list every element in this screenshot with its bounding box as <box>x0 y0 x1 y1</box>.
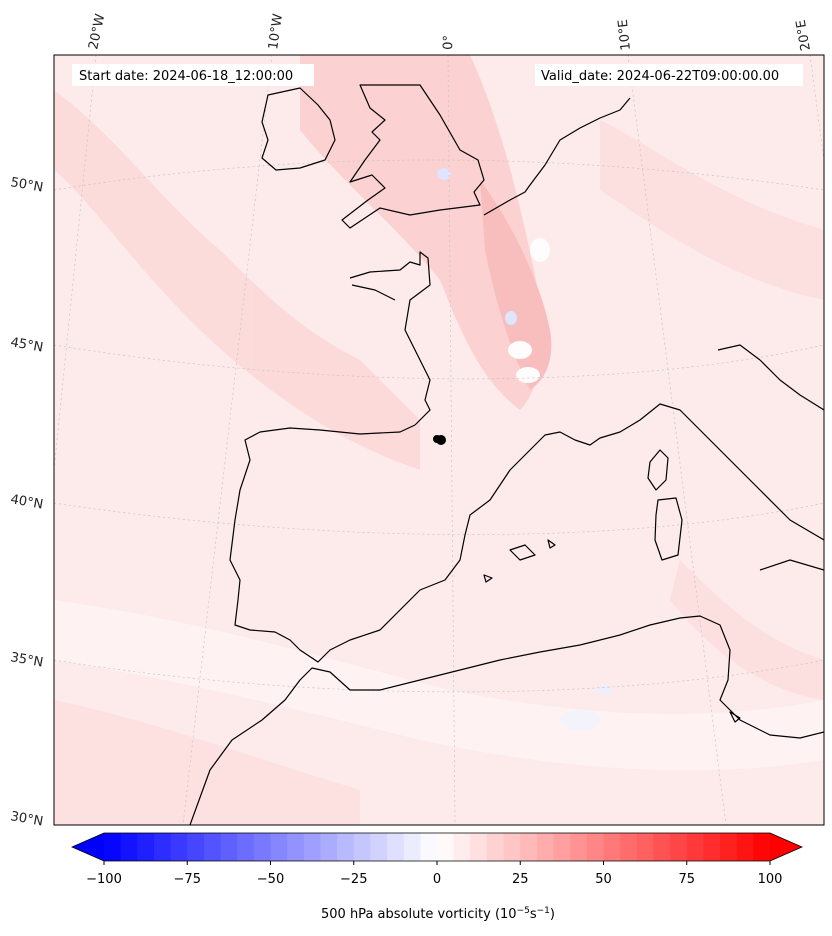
colorbar-tick-label: 25 <box>512 872 529 887</box>
coast-ireland <box>261 87 336 171</box>
colorbar-title: 500 hPa absolute vorticity (10−5s−1) <box>321 906 555 922</box>
valid-date-box <box>535 64 803 86</box>
colorbar-bin <box>670 833 688 861</box>
lat-label-50n: 50°N <box>9 175 44 195</box>
coast-france-benelux <box>483 97 631 216</box>
coast-balearics <box>483 539 556 583</box>
colorbar-bin <box>170 833 188 861</box>
colorbar-bin <box>736 833 754 861</box>
colorbar-bin <box>437 833 455 861</box>
colorbar-bin <box>586 833 604 861</box>
lat-label-30n: 30°N <box>9 809 44 829</box>
colorbar-ticks: −100 −75 −50 −25 0 25 50 75 100 <box>86 861 782 887</box>
colorbar-bin <box>470 833 488 861</box>
colorbar-bin <box>720 833 738 861</box>
map-frame <box>53 54 825 826</box>
parallel-40n <box>54 502 824 535</box>
colorbar-bin <box>620 833 638 861</box>
colorbar-bin <box>453 833 471 861</box>
colorbar-bin <box>570 833 588 861</box>
colorbar-bin <box>636 833 654 861</box>
colorbar-bin <box>287 833 305 861</box>
colorbar-bin <box>337 833 355 861</box>
parallel-35n <box>54 659 824 693</box>
lon-label-0: 0° <box>441 35 457 50</box>
colorbar-tick-label: −50 <box>257 872 284 887</box>
lon-label-20e: 20°E <box>794 19 814 52</box>
coast-sicily-area <box>759 559 824 571</box>
colorbar-bin <box>753 833 771 861</box>
colorbar-bin <box>520 833 538 861</box>
colorbar-bin <box>603 833 621 861</box>
colorbar-bin <box>536 833 555 861</box>
colorbar-bin <box>303 833 321 861</box>
colorbar-tick-label: 50 <box>595 872 612 887</box>
colorbar-bin <box>137 833 155 861</box>
coast-iberia <box>229 403 824 663</box>
colorbar-bin <box>253 833 271 861</box>
colorbar-bin <box>403 833 421 861</box>
colorbar-bin <box>653 833 671 861</box>
meridian-10w <box>182 55 273 825</box>
start-date-label: Start date: 2024-06-18_12:00:00 <box>79 69 293 84</box>
coast-brittany <box>351 284 396 301</box>
coast-bay-biscay <box>349 251 431 426</box>
colorbar-tick-label: 75 <box>678 872 695 887</box>
lon-label-10w: 10°W <box>266 13 286 51</box>
colorbar-bin <box>270 833 288 861</box>
colorbar-tick-label: −25 <box>340 872 367 887</box>
lat-label-35n: 35°N <box>9 650 44 670</box>
colorbar-bin <box>320 833 338 861</box>
lat-label-40n: 40°N <box>9 492 44 512</box>
valid-date-label: Valid_date: 2024-06-22T09:00:00.00 <box>541 69 779 84</box>
colorbar-tick-label: −75 <box>174 872 201 887</box>
coast-corsica <box>647 449 669 491</box>
colorbar-tick-label: 0 <box>433 872 441 887</box>
map-panel: Start date: 2024-06-18_12:00:00 Valid_da… <box>54 55 824 825</box>
colorbar-bin <box>503 833 521 861</box>
colorbar-extend-max <box>770 833 802 861</box>
lon-label-10e: 10°E <box>616 18 634 51</box>
colorbar <box>71 832 803 862</box>
colorbar-bin <box>370 833 388 861</box>
colorbar-tick-label: 100 <box>758 872 783 887</box>
colorbar-bin <box>237 833 255 861</box>
graticule-lines <box>54 55 824 825</box>
meridian-10e <box>627 55 727 825</box>
meridian-0 <box>447 55 456 825</box>
parallel-45n <box>54 344 824 380</box>
location-marker-2 <box>433 435 441 443</box>
colorbar-bin <box>420 833 438 861</box>
colorbar-bin <box>104 833 122 861</box>
colorbar-bin <box>486 833 505 861</box>
colorbar-bin <box>387 833 405 861</box>
colorbar-tick-label: −100 <box>86 872 122 887</box>
colorbar-bin <box>353 833 371 861</box>
lon-label-20w: 20°W <box>86 12 108 50</box>
coastlines <box>189 84 824 825</box>
colorbar-bin <box>220 833 238 861</box>
colorbar-bin <box>153 833 172 861</box>
start-date-box <box>72 64 314 86</box>
colorbar-bin <box>686 833 704 861</box>
colorbar-extend-min <box>72 833 104 861</box>
coast-north-africa <box>189 615 824 825</box>
coast-great-britain <box>341 84 485 229</box>
colorbar-bin <box>553 833 571 861</box>
coast-italy-east <box>717 344 824 411</box>
coast-tunisia <box>729 711 741 723</box>
colorbar-bin <box>120 833 138 861</box>
latitude-labels: 50°N 45°N 40°N 35°N 30°N <box>9 175 44 829</box>
lat-label-45n: 45°N <box>9 335 44 355</box>
colorbar-bin <box>187 833 205 861</box>
longitude-labels: 20°W 10°W 0° 10°E 20°E <box>86 12 814 51</box>
coast-sardinia <box>654 497 683 561</box>
colorbar-bin <box>703 833 721 861</box>
colorbar-bin <box>203 833 222 861</box>
